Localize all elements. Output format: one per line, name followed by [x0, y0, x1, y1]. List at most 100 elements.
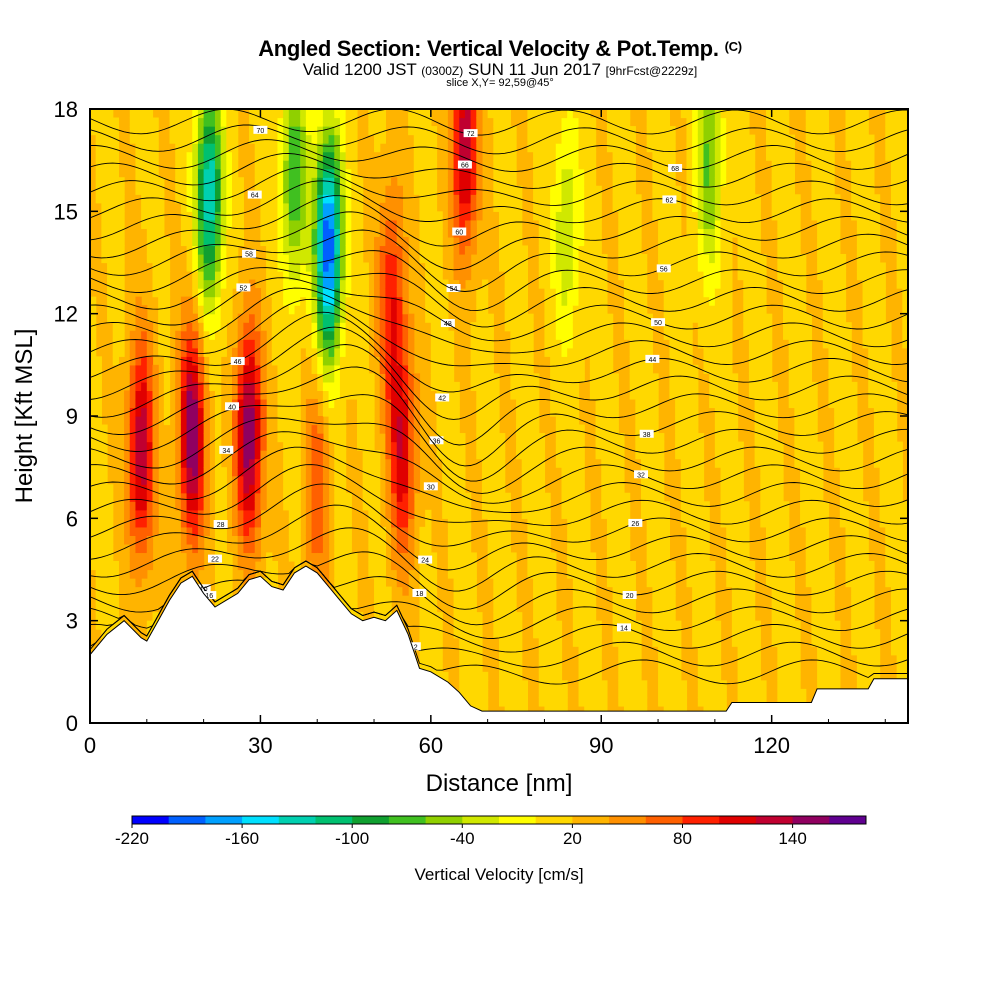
isentrope-line — [90, 153, 908, 189]
colorbar-tick-label: -160 — [225, 829, 259, 848]
x-axis-label: Distance [nm] — [426, 770, 573, 797]
isentrope-label-box — [213, 520, 228, 529]
isentrope-line — [90, 124, 908, 155]
colorbar-swatch — [719, 816, 757, 824]
isentrope-label-box — [662, 195, 677, 204]
isentrope-label-box — [435, 393, 450, 402]
isentrope-line — [90, 211, 908, 271]
isentrope-label-box — [418, 555, 433, 564]
isentrope-label-box — [412, 588, 427, 597]
isentrope-label: 52 — [239, 285, 247, 292]
isentrope-line — [90, 560, 908, 639]
isentrope-label-box — [230, 357, 245, 366]
colorbar-swatch — [609, 816, 647, 824]
isentrope-label-box — [440, 319, 455, 328]
isentrope-label: 18 — [416, 591, 424, 598]
colorbar-swatch — [278, 816, 316, 824]
x-tick-label: 0 — [84, 733, 96, 758]
y-tick-label: 12 — [54, 302, 78, 327]
isentrope-label: 26 — [631, 521, 639, 528]
y-tick-label: 6 — [66, 506, 78, 531]
isentrope-label-box — [457, 160, 472, 169]
colorbar-tick-label: 80 — [673, 829, 692, 848]
isentrope-label: 70 — [257, 128, 265, 135]
title-tag: (C) — [724, 39, 742, 54]
isentrope-label: 10 — [200, 586, 208, 593]
isentrope-label: 48 — [444, 321, 452, 328]
y-tick-label: 9 — [66, 404, 78, 429]
isentrope-label: 46 — [234, 359, 242, 366]
isentrope-label-box — [429, 436, 444, 445]
isentrope-label: 34 — [222, 448, 230, 455]
isentrope-label-box — [242, 249, 257, 258]
isentrope-label-box — [645, 354, 660, 363]
colorbar-tick-label: -100 — [335, 829, 369, 848]
isentrope-line — [90, 195, 908, 247]
isentrope-label: 60 — [455, 230, 463, 237]
isentrope-line — [90, 287, 908, 354]
isentrope-lines: 10 12 14 16 18 20 22 24 26 28 30 32 34 36 38 40 42 44 46 48… — [90, 109, 908, 685]
colorbar-swatch — [352, 816, 390, 824]
colorbar-tick-label: 20 — [563, 829, 582, 848]
zulu-time: (0300Z) — [421, 64, 464, 78]
isentrope-line — [90, 446, 908, 513]
isentrope-line — [90, 527, 908, 592]
isentrope-label-box — [207, 554, 222, 563]
isentrope-line — [90, 344, 908, 446]
isentrope-label: 12 — [410, 644, 418, 651]
isentrope-label: 22 — [211, 557, 219, 564]
isentrope-line — [90, 560, 908, 626]
valid-time: Valid 1200 JST — [302, 60, 417, 79]
isentrope-label-box — [423, 482, 438, 491]
isentrope-label: 44 — [648, 357, 656, 364]
y-axis-label: Height [Kft MSL] — [11, 329, 38, 504]
colorbar-label: Vertical Velocity [cm/s] — [414, 865, 583, 884]
isentrope-label: 32 — [637, 472, 645, 479]
colorbar-swatch — [132, 816, 170, 824]
colorbar-swatch — [499, 816, 537, 824]
isentrope-label-box — [668, 164, 683, 173]
isentrope-label-box — [253, 125, 268, 134]
isentrope-line — [90, 366, 908, 467]
y-tick-label: 3 — [66, 609, 78, 634]
isentrope-label-box — [452, 227, 467, 236]
colorbar-swatch — [388, 816, 427, 824]
plot-area: 10 12 14 16 18 20 22 24 26 28 30 32 34 36 38 40 42 44 46 48… — [90, 109, 908, 723]
colorbar-swatch — [572, 816, 610, 824]
x-tick-label: 60 — [419, 733, 443, 758]
isentrope-line — [90, 326, 908, 420]
isentrope-label-box — [236, 283, 251, 292]
slice-info: slice X,Y= 92,59@45° — [446, 77, 554, 89]
isentrope-line — [90, 483, 908, 547]
colorbar-swatch — [645, 816, 683, 824]
isentrope-label-box — [639, 429, 654, 438]
isentrope-label: 36 — [433, 438, 441, 445]
isentrope-label: 14 — [620, 625, 628, 632]
colorbar: -220 -160 -100 -40 20 80 140 Vertical Velocity … — [115, 815, 867, 884]
valid-date: SUN 11 Jun 2017 — [468, 60, 601, 79]
isentrope-label-box — [202, 591, 217, 600]
isentrope-line — [90, 431, 908, 504]
isentrope-line — [90, 267, 908, 328]
isentrope-label: 30 — [427, 484, 435, 491]
isentrope-line — [90, 166, 908, 206]
isentrope-label-box — [628, 518, 643, 527]
forecast-tag: [9hrFcst@2229z] — [605, 64, 698, 78]
isentrope-line — [90, 277, 908, 342]
isentrope-label: 24 — [421, 558, 429, 565]
isentrope-label: 58 — [245, 252, 253, 259]
y-tick-label: 18 — [54, 97, 78, 122]
isentrope-label-box — [622, 591, 637, 600]
isentrope-label-box — [634, 470, 649, 479]
velocity-field — [90, 109, 908, 723]
x-tick-label: 120 — [753, 733, 790, 758]
isentrope-line — [90, 394, 908, 482]
isentrope-line — [90, 311, 908, 393]
isentrope-line — [90, 250, 908, 312]
colorbar-swatch — [462, 816, 500, 824]
isentrope-label: 66 — [461, 163, 469, 170]
isentrope-label-box — [225, 402, 240, 411]
